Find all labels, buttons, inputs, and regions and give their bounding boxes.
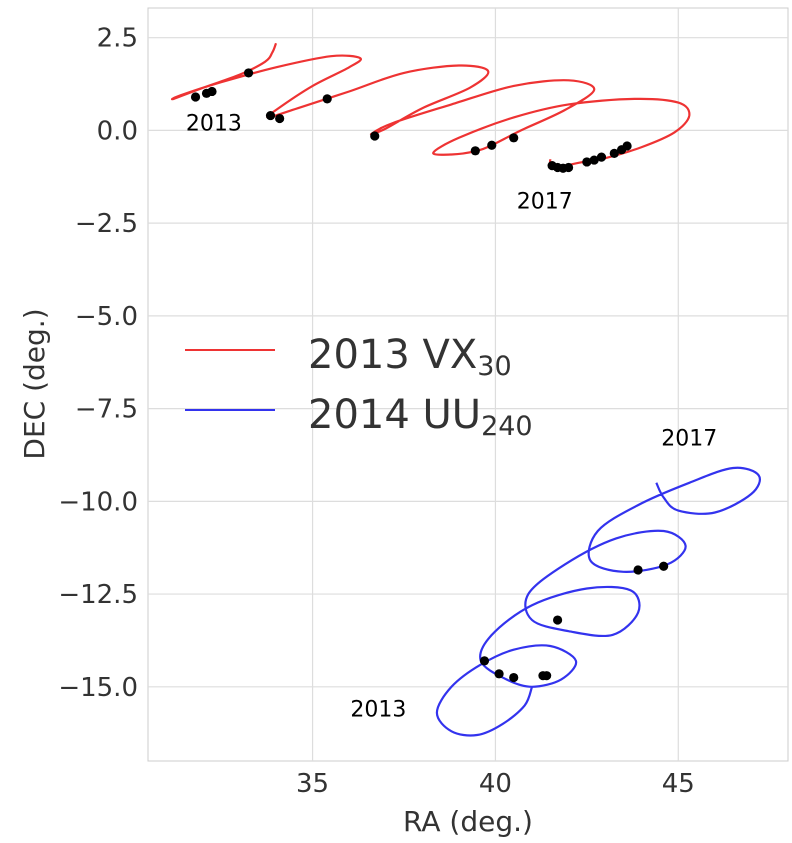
series-track-uu240 (435, 466, 761, 737)
year-annotation: 2017 (661, 427, 717, 452)
observation-point (265, 110, 276, 121)
x-tick-label: 45 (662, 769, 695, 799)
year-annotation: 2013 (186, 111, 242, 136)
observation-point (563, 162, 574, 173)
legend-label-uu240-main: 2014 UU (308, 392, 481, 438)
y-tick-labels: 2.5 0.0 −2.5 −5.0 −7.5 −10.0 −12.5 −15.0 (58, 24, 138, 703)
year-annotation: 2013 (350, 697, 406, 722)
observation-point (609, 148, 619, 159)
x-tick-label: 40 (479, 769, 512, 799)
observation-point (479, 656, 490, 666)
y-tick-label: −7.5 (75, 395, 138, 425)
year-annotation: 2017 (517, 189, 573, 214)
observation-point (509, 672, 519, 683)
grid (148, 8, 788, 761)
observation-point (243, 68, 254, 78)
y-tick-label: −15.0 (58, 673, 138, 703)
observation-point (659, 561, 669, 571)
y-tick-label: −12.5 (58, 580, 138, 610)
observation-point (370, 131, 380, 141)
y-tick-label: 0.0 (97, 116, 138, 146)
y-tick-label: −2.5 (75, 209, 138, 239)
legend-label-uu240-sub: 240 (481, 411, 533, 442)
observation-point (207, 86, 217, 97)
observation-point (190, 92, 201, 102)
observation-points (190, 68, 669, 683)
observation-point (509, 133, 519, 143)
annotations: 2013 2017 2017 2013 (186, 111, 717, 722)
x-axis-title: RA (deg.) (403, 805, 533, 838)
observation-point (622, 141, 632, 151)
x-tick-label: 35 (296, 769, 329, 799)
legend: 2013 VX30 2014 UU240 (185, 332, 533, 442)
legend-label-vx30: 2013 VX30 (308, 332, 512, 382)
observation-point (542, 671, 552, 681)
y-axis-title: DEC (deg.) (18, 308, 51, 459)
y-tick-label: −5.0 (75, 302, 138, 332)
observation-point (322, 94, 332, 104)
observation-point (582, 157, 592, 167)
legend-label-vx30-sub: 30 (477, 351, 511, 382)
observation-point (470, 146, 480, 156)
observation-point (633, 565, 643, 575)
legend-label-vx30-main: 2013 VX (308, 332, 477, 378)
y-tick-label: −10.0 (58, 487, 138, 517)
plot-area (147, 7, 789, 762)
observation-point (494, 669, 504, 679)
observation-point (553, 615, 563, 625)
observation-point (596, 152, 607, 162)
tracks (170, 42, 761, 737)
observation-point (589, 155, 599, 165)
legend-label-uu240: 2014 UU240 (308, 392, 533, 442)
x-tick-labels: 35 40 45 (296, 769, 695, 799)
observation-point (275, 113, 285, 124)
y-tick-label: 2.5 (97, 24, 138, 54)
series-track-vx30 (170, 42, 691, 169)
observation-point (487, 140, 497, 150)
